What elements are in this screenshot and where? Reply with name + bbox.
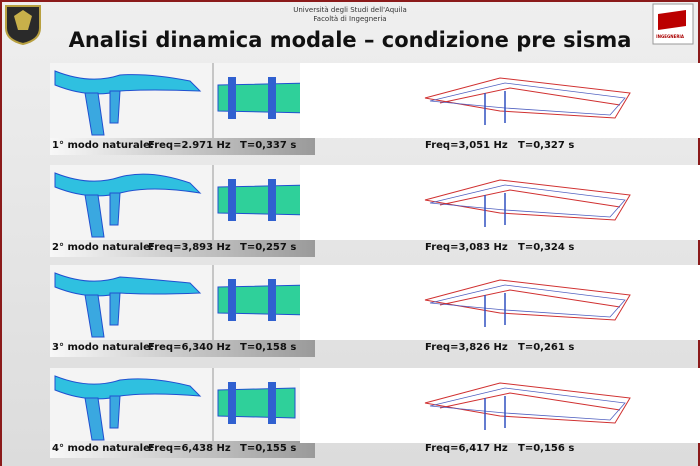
wireframe-red <box>424 77 631 119</box>
wireframe-pier <box>484 193 506 227</box>
wireframe-pier <box>484 91 506 125</box>
caption-bar <box>50 138 315 155</box>
left-period: T=0,155 s <box>240 443 297 454</box>
slide-title: Analisi dinamica modale – condizione pre… <box>68 28 632 52</box>
mode-label: 1° modo naturale: <box>52 140 154 151</box>
left-frequency: Freq=3,893 Hz <box>148 242 231 253</box>
wireframe-pier <box>484 293 506 327</box>
fem-pier <box>84 90 121 136</box>
fem-pier-top <box>268 279 276 321</box>
fem-pier <box>84 292 121 338</box>
wireframe-blue <box>429 82 626 116</box>
wireframe-blue <box>429 284 626 318</box>
logo-text: INGEGNERIA <box>656 34 684 39</box>
left-period: T=0,158 s <box>240 342 297 353</box>
left-period: T=0,337 s <box>240 140 297 151</box>
faculty: Facoltà di Ingegneria <box>313 15 387 23</box>
fem-pier-top <box>268 382 276 424</box>
caption-bar <box>50 240 315 257</box>
fem-pier <box>84 192 121 238</box>
wireframe-image <box>300 368 700 443</box>
left-frequency: Freq=6,438 Hz <box>148 443 231 454</box>
mode-label: 4° modo naturale: <box>52 443 154 454</box>
right-period: T=0,156 s <box>518 443 575 454</box>
mode-label: 2° modo naturale: <box>52 242 154 253</box>
right-period: T=0,261 s <box>518 342 575 353</box>
wireframe-red <box>424 179 631 221</box>
wireframe-blue <box>429 184 626 218</box>
right-frequency: Freq=3,051 Hz <box>425 140 508 151</box>
left-frequency: Freq=6,340 Hz <box>148 342 231 353</box>
mode-label: 3° modo naturale: <box>52 342 154 353</box>
right-frequency: Freq=6,417 Hz <box>425 443 508 454</box>
wireframe-blue <box>429 387 626 421</box>
right-frequency: Freq=3,826 Hz <box>425 342 508 353</box>
fem-pier-top <box>228 279 236 321</box>
wireframe-image <box>300 165 700 240</box>
fem-pier-top <box>268 77 276 119</box>
left-period: T=0,257 s <box>240 242 297 253</box>
wireframe-image <box>300 63 700 138</box>
right-period: T=0,324 s <box>518 242 575 253</box>
faculty-logo <box>652 3 694 45</box>
wireframe-pier <box>484 396 506 430</box>
fem-pier-top <box>268 179 276 221</box>
right-frequency: Freq=3,083 Hz <box>425 242 508 253</box>
wireframe-red <box>424 279 631 321</box>
left-frequency: Freq=2.971 Hz <box>148 140 231 151</box>
caption-bar <box>50 441 315 458</box>
fem-pier-top <box>228 179 236 221</box>
caption-bar <box>50 340 315 357</box>
wireframe-image <box>300 265 700 340</box>
fem-pier-top <box>228 77 236 119</box>
fem-pier-top <box>228 382 236 424</box>
fem-pier <box>84 395 121 441</box>
right-period: T=0,327 s <box>518 140 575 151</box>
crest <box>5 5 41 46</box>
wireframe-red <box>424 382 631 424</box>
university: Università degli Studi dell'Aquila <box>293 6 407 14</box>
